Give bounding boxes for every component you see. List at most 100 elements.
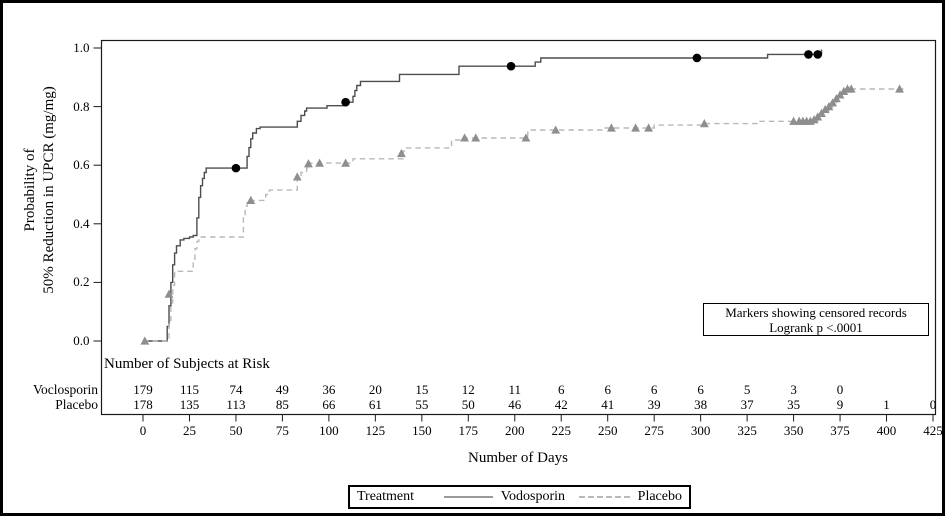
x-tick-label: 250: [597, 423, 618, 438]
risk-count-cell: 1: [883, 397, 890, 412]
risk-count-cell: 38: [694, 397, 708, 412]
legend-vodosporin-line-swatch: [444, 496, 493, 498]
censor-marker-triangle: [396, 148, 406, 158]
risk-count-cell: 55: [415, 397, 429, 412]
risk-count-cell: 46: [508, 397, 522, 412]
censor-marker-triangle: [460, 133, 469, 142]
censor-marker-triangle: [551, 125, 561, 134]
censor-marker-triangle: [246, 195, 256, 204]
legend-title: Treatment: [357, 489, 415, 504]
censor-marker-triangle: [631, 123, 640, 132]
x-tick-label: 425: [923, 423, 943, 438]
risk-count-cell: 11: [508, 382, 522, 397]
risk-count-cell: 115: [179, 382, 199, 397]
censor-marker-triangle: [607, 123, 616, 132]
legend-placebo-line-swatch: [579, 496, 630, 498]
annotation-censored-note: Markers showing censored records: [725, 305, 907, 320]
censor-marker-triangle: [699, 118, 709, 128]
risk-count-cell: 179: [133, 382, 153, 397]
y-tick-label: 1.0: [73, 40, 90, 55]
x-tick-label: 125: [365, 423, 386, 438]
plot-frame: [100, 39, 937, 416]
x-tick-label: 200: [505, 423, 525, 438]
annotation-logrank-pvalue: Logrank p <.0001: [769, 320, 863, 335]
y-tick-label: 0.8: [73, 98, 90, 114]
censor-marker-triangle: [846, 84, 856, 93]
risk-count-cell: 50: [461, 397, 475, 412]
censor-marker-triangle: [140, 336, 150, 345]
censor-marker-circle: [804, 50, 813, 59]
censor-marker-triangle: [304, 159, 313, 168]
risk-count-cell: 66: [322, 397, 336, 412]
x-tick-label: 325: [737, 423, 757, 438]
censor-marker-triangle: [341, 158, 351, 167]
censor-marker-triangle: [471, 133, 481, 142]
risk-count-cell: 41: [601, 397, 615, 412]
censor-marker-triangle: [164, 289, 174, 298]
risk-count-cell: 42: [554, 397, 568, 412]
risk-count-cell: 74: [229, 382, 243, 397]
km-chart-svg: [93, 39, 937, 422]
x-tick-label: 0: [139, 423, 147, 438]
x-tick-label: 50: [229, 423, 243, 438]
risk-count-cell: 178: [133, 397, 153, 412]
risk-count-cell: 85: [275, 397, 289, 412]
x-tick-label: 350: [783, 423, 804, 438]
y-axis-title-line2: 50% Reduction in UPCR (mg/mg): [41, 86, 57, 294]
censor-marker-circle: [231, 163, 241, 173]
risk-count-cell: 0: [836, 382, 844, 397]
x-tick-label: 275: [644, 423, 664, 438]
risk-count-cell: 49: [275, 382, 289, 397]
y-axis-title: Probability of 50% Reduction in UPCR (mg…: [21, 86, 59, 294]
censor-marker-triangle: [828, 98, 838, 107]
x-tick-label: 150: [412, 423, 432, 438]
x-tick-label: 225: [551, 423, 571, 438]
risk-count-cell: 3: [790, 382, 797, 397]
x-tick-label: 375: [830, 423, 850, 438]
censor-marker-triangle: [895, 84, 904, 93]
y-tick-label: 0.4: [73, 215, 90, 231]
risk-count-cell: 6: [650, 382, 658, 397]
risk-count-cell: 37: [740, 397, 754, 412]
risk-count-cell: 36: [322, 382, 336, 397]
risk-count-cell: 12: [461, 382, 475, 397]
x-tick-label: 400: [876, 423, 897, 438]
censor-marker-circle: [341, 97, 350, 107]
risk-table-title: Number of Subjects at Risk: [104, 356, 270, 372]
risk-count-cell: 9: [836, 397, 844, 412]
risk-count-cell: 135: [179, 397, 200, 412]
risk-row-label-placebo: Placebo: [55, 397, 98, 412]
censor-marker-circle: [506, 61, 516, 71]
risk-count-cell: 5: [743, 382, 751, 397]
x-tick-label: 25: [182, 423, 196, 438]
series-line-vodosporin: [143, 49, 823, 342]
risk-count-cell: 61: [368, 397, 382, 412]
risk-row-label-voclosporin: Voclosporin: [32, 382, 98, 397]
annotation-box: Markers showing censored records Logrank…: [703, 303, 929, 336]
risk-count-cell: 15: [415, 382, 429, 397]
censor-marker-triangle: [292, 172, 302, 181]
x-tick-label: 175: [458, 423, 479, 438]
y-axis-title-line1: Probability of: [22, 148, 38, 232]
risk-count-cell: 20: [368, 382, 382, 397]
legend-label-placebo: Placebo: [637, 489, 682, 504]
censor-marker-triangle: [315, 158, 324, 167]
censor-marker-triangle: [521, 133, 531, 142]
censor-marker-circle: [692, 53, 702, 63]
censor-marker-triangle: [644, 123, 653, 132]
y-tick-label: 0.2: [73, 274, 90, 290]
x-tick-label: 100: [319, 423, 339, 438]
risk-count-cell: 113: [226, 397, 246, 412]
x-tick-label: 300: [690, 423, 711, 438]
risk-count-cell: 6: [697, 382, 704, 397]
risk-count-cell: 6: [557, 382, 565, 397]
risk-count-cell: 0: [929, 397, 937, 412]
risk-count-cell: 35: [787, 397, 801, 412]
y-tick-label: 0.0: [73, 333, 90, 348]
risk-count-cell: 39: [647, 397, 661, 412]
censor-marker-triangle: [839, 86, 849, 95]
x-tick-label: 75: [275, 423, 289, 438]
x-axis-title: Number of Days: [468, 450, 568, 466]
legend-label-vodosporin: Vodosporin: [500, 489, 566, 504]
